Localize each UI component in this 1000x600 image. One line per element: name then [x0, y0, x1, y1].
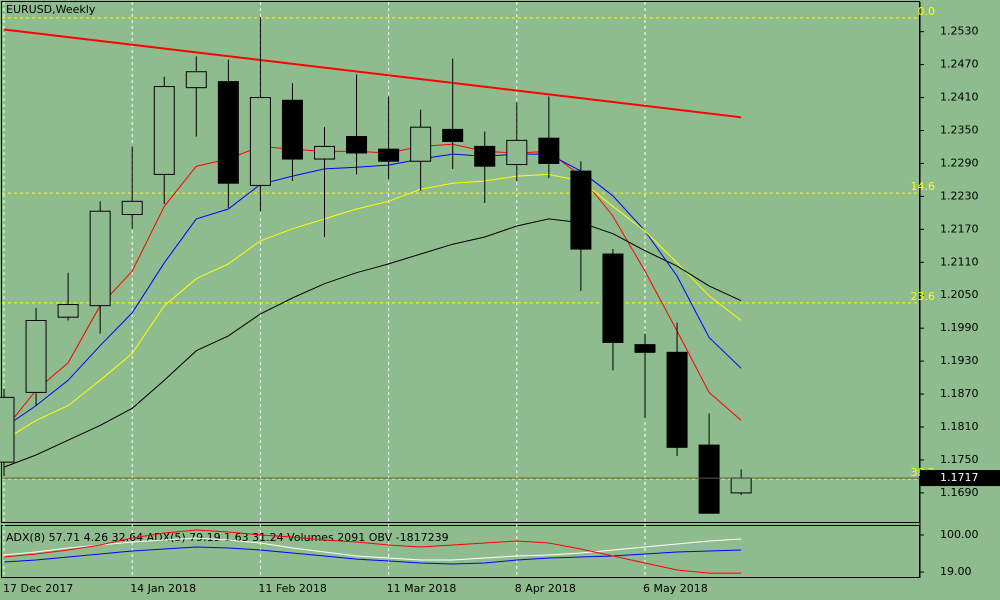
candle-body — [410, 126, 432, 162]
candle-body — [314, 145, 335, 160]
y-tick-label: 1.2170 — [940, 222, 979, 235]
sub-y-tick-label: 100.00 — [940, 528, 979, 541]
indicator-title: ADX(8) 57.71 4.26 32.64 ADX(5) 79.19 1.6… — [6, 531, 449, 544]
y-tick-label: 1.1930 — [940, 354, 979, 367]
candle-body — [698, 444, 720, 514]
candle-body — [506, 139, 528, 166]
x-tick-label: 14 Jan 2018 — [130, 582, 196, 595]
y-tick-label: 1.2230 — [940, 189, 979, 202]
y-tick-label: 1.1810 — [940, 420, 979, 433]
fib-label: 14.6 — [911, 180, 936, 193]
indicator-line — [3, 537, 742, 561]
y-tick-label: 1.1990 — [940, 321, 979, 334]
candle-body — [89, 210, 111, 307]
chart-title: EURUSD,Weekly — [6, 3, 96, 16]
moving-average — [3, 153, 742, 429]
fib-label: 0.0 — [918, 5, 936, 18]
candle-body — [25, 319, 47, 393]
candle-body — [121, 200, 143, 216]
candle-body — [666, 351, 688, 448]
candle-body — [442, 128, 464, 142]
y-tick-label: 1.2410 — [940, 91, 979, 104]
y-tick-label: 1.2050 — [940, 288, 979, 301]
x-tick-label: 11 Mar 2018 — [387, 582, 457, 595]
y-tick-label: 1.2530 — [940, 25, 979, 38]
y-tick-label: 1.2470 — [940, 58, 979, 71]
candle-body — [185, 71, 207, 89]
last-price-label: 1.1717 — [940, 471, 979, 484]
candle-body — [602, 253, 624, 343]
y-tick-label: 1.1870 — [940, 387, 979, 400]
candle-body — [570, 170, 592, 250]
candle-body — [634, 344, 656, 353]
sub-y-tick-label: 19.00 — [940, 565, 972, 578]
candle-body — [249, 97, 271, 186]
candle-body — [153, 86, 175, 175]
trendline — [3, 28, 742, 119]
candle-body — [378, 148, 400, 162]
candle-body — [57, 304, 79, 318]
y-tick-label: 1.2350 — [940, 123, 979, 136]
y-tick-label: 1.2290 — [940, 156, 979, 169]
moving-average — [3, 218, 742, 468]
y-tick-label: 1.2110 — [940, 255, 979, 268]
x-tick-label: 11 Feb 2018 — [258, 582, 326, 595]
candle-body — [217, 81, 239, 184]
moving-average — [3, 173, 742, 441]
x-tick-label: 17 Dec 2017 — [3, 582, 73, 595]
candle-body — [474, 145, 496, 167]
candle-body — [730, 477, 752, 494]
candle-body — [281, 99, 303, 160]
indicator-line — [3, 529, 742, 574]
moving-average — [3, 143, 742, 431]
y-tick-label: 1.1750 — [940, 453, 979, 466]
fib-label: 23.6 — [911, 290, 936, 303]
last-price-box — [920, 470, 1000, 487]
y-tick-label: 1.1690 — [940, 486, 979, 499]
x-tick-label: 8 Apr 2018 — [515, 582, 576, 595]
candle-body — [346, 136, 368, 154]
candle-body — [538, 137, 560, 164]
x-tick-label: 6 May 2018 — [643, 582, 708, 595]
indicator-line — [3, 546, 742, 565]
candle-body — [0, 396, 15, 463]
